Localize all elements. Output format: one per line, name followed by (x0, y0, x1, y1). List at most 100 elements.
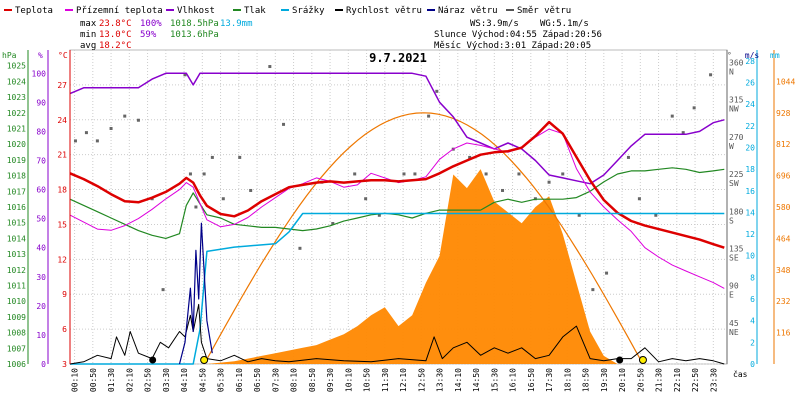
solar-radiation-area (70, 169, 725, 364)
wind-direction-point (670, 114, 674, 118)
direction-axis-label: ° (727, 51, 732, 60)
wind-direction-tick-name: W (729, 142, 734, 151)
stat-avg-temp: 18.2°C (99, 41, 132, 51)
radiation-tick-label: 928 (776, 109, 791, 118)
wind-direction-point (210, 155, 214, 159)
x-tick-label: 10:10 (344, 368, 353, 392)
pressure-tick-label: 1015 (7, 219, 26, 228)
rain-tick-label: 12 (745, 230, 755, 239)
radiation-tick-label: 116 (776, 329, 791, 338)
wind-direction-point (501, 188, 505, 192)
chart-title: 9.7.2021 (369, 51, 427, 65)
wind-direction-point (577, 213, 581, 217)
temperature-tick-label: 24 (57, 116, 67, 125)
humidity-tick-label: 100 (32, 69, 47, 78)
pressure-tick-label: 1019 (7, 156, 26, 165)
wind-direction-point (136, 118, 140, 122)
pressure-tick-label: 1017 (7, 187, 26, 196)
sunset-marker (638, 356, 647, 364)
wind-direction-point (692, 106, 696, 110)
radiation-tick-label: 1044 (776, 77, 795, 86)
wind-direction-point (637, 197, 641, 201)
pressure-tick-label: 1011 (7, 282, 26, 291)
wind-direction-point (427, 114, 431, 118)
x-tick-label: 02:50 (144, 368, 153, 392)
stat-max-temp: 23.8°C (99, 19, 132, 29)
wind-direction-point (626, 155, 630, 159)
radiation-tick-label: 464 (776, 234, 791, 243)
wind-direction-point (249, 188, 253, 192)
rain-tick-label: 14 (745, 208, 755, 217)
x-tick-label: 20:10 (618, 368, 627, 392)
wind-direction-point (377, 213, 381, 217)
pressure-tick-label: 1020 (7, 140, 26, 149)
wind-direction-tick-label: 90 (729, 282, 739, 291)
rain-tick-label: 6 (750, 295, 755, 304)
humidity-tick-label: 10 (36, 331, 46, 340)
wind-direction-tick-label: 180 (729, 207, 744, 216)
rain-tick-label: 26 (745, 78, 755, 87)
radiation-tick-label: 812 (776, 140, 791, 149)
rain-line (70, 212, 725, 365)
wind-direction-point (605, 271, 609, 275)
rain-tick-label: 16 (745, 187, 755, 196)
x-tick-label: 14:50 (472, 368, 481, 392)
info-sun: Slunce Východ:04:55 Západ:20:56 (434, 30, 602, 40)
wind-direction-point (364, 197, 368, 201)
radiation-tick-label: 580 (776, 203, 791, 212)
x-tick-label: 20:50 (636, 368, 645, 392)
legend-label: Směr větru (517, 6, 571, 16)
wind-direction-point (183, 73, 187, 77)
wind-gust-line (178, 222, 213, 365)
rain-tick-label: 28 (745, 57, 755, 66)
legend-label: Přízemní teplota (76, 6, 163, 16)
humidity-tick-label: 30 (36, 273, 46, 282)
info-moon: Měsíc Východ:3:01 Západ:20:05 (434, 41, 591, 51)
pressure-tick-label: 1010 (7, 297, 26, 306)
wind-direction-tick-name: E (729, 291, 734, 300)
moonset-marker (616, 356, 624, 364)
rain-tick-label: 22 (745, 122, 755, 131)
x-tick-label: 03:30 (162, 368, 171, 392)
x-tick-label: 16:50 (527, 368, 536, 392)
humidity-tick-label: 60 (36, 186, 46, 195)
humidity-tick-label: 80 (36, 127, 46, 136)
wind-direction-point (221, 197, 225, 201)
radiation-tick-label: 696 (776, 172, 791, 181)
x-tick-label: 05:30 (217, 368, 226, 392)
humidity-axis-label: % (38, 51, 43, 60)
wind-direction-point (561, 172, 565, 176)
stat-min-hum: 59% (140, 30, 157, 40)
wind-direction-point (484, 172, 488, 176)
wind-direction-tick-name: S (729, 216, 734, 225)
wind-speed-line (69, 303, 725, 365)
stat-min-label: min (80, 30, 96, 40)
wind-direction-tick-label: 315 (729, 96, 744, 105)
wind-direction-point (238, 155, 242, 159)
temperature-tick-label: 9 (62, 290, 67, 299)
x-tick-label: 04:10 (180, 368, 189, 392)
wind-direction-point (73, 139, 77, 143)
pressure-tick-label: 1024 (7, 77, 26, 86)
temperature-tick-label: 21 (57, 151, 67, 160)
info-wg: WG:5.1m/s (540, 19, 589, 29)
wind-direction-point (517, 172, 521, 176)
pressure-axis-label: hPa (2, 51, 17, 60)
wind-direction-point (681, 131, 685, 135)
legend-label: Vlhkost (177, 6, 215, 16)
x-tick-label: 12:50 (417, 368, 426, 392)
pressure-tick-label: 1012 (7, 266, 26, 275)
wind-axis-label: m/s (745, 51, 760, 60)
temperature-tick-label: 6 (62, 325, 67, 334)
wind-direction-tick-name: SE (729, 253, 739, 262)
radiation-tick-label: 232 (776, 297, 791, 306)
x-tick-label: 01:30 (107, 368, 116, 392)
pressure-line (69, 167, 725, 239)
x-tick-label: 13:30 (436, 368, 445, 392)
x-tick-label: 00:50 (89, 368, 98, 392)
humidity-tick-label: 0 (41, 360, 46, 369)
sun-elevation-curve (203, 112, 644, 365)
pressure-tick-label: 1022 (7, 109, 26, 118)
wind-direction-point (547, 180, 551, 184)
